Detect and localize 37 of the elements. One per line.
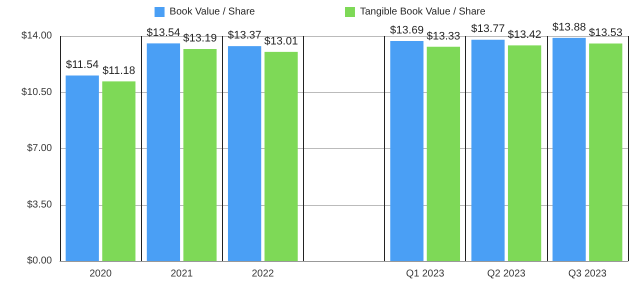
x-tick-label: Q3 2023: [568, 268, 608, 280]
y-tick-label: $14.00: [21, 30, 52, 42]
data-label: $11.18: [102, 64, 136, 77]
data-label: $13.33: [426, 30, 460, 42]
legend-label: Book Value / Share: [170, 6, 256, 18]
bar: [471, 40, 505, 261]
bar: [426, 46, 460, 261]
y-tick-label: $7.00: [26, 143, 52, 154]
x-tick-label: 2022: [252, 268, 274, 280]
data-label: $13.77: [471, 23, 505, 36]
data-label: $13.53: [588, 27, 623, 40]
bar: [508, 45, 542, 261]
x-tick-label: 2020: [89, 268, 112, 280]
bar: [102, 81, 136, 261]
data-label: $13.69: [390, 24, 424, 36]
bar: [552, 38, 586, 261]
y-tick-label: $3.50: [26, 199, 52, 210]
bar: [228, 46, 262, 261]
data-label: $13.54: [146, 26, 180, 39]
data-label: $13.19: [183, 32, 217, 45]
data-label: $13.01: [264, 35, 298, 48]
x-tick-label: Q2 2023: [487, 268, 526, 280]
data-label: $13.88: [552, 21, 586, 34]
bar: [146, 43, 180, 261]
bar: [66, 76, 99, 261]
data-label: $11.54: [66, 59, 99, 72]
data-label: $13.37: [228, 30, 262, 42]
x-tick-label: 2021: [170, 268, 194, 280]
bar: [264, 52, 298, 261]
y-tick-label: $10.50: [21, 86, 52, 98]
bar: [589, 44, 622, 261]
legend-label: Tangible Book Value / Share: [360, 6, 486, 18]
y-tick-label: $0.00: [26, 256, 52, 266]
bar: [390, 40, 424, 261]
x-tick-label: Q1 2023: [406, 268, 445, 280]
data-label: $13.42: [508, 28, 542, 41]
bar: [183, 49, 217, 261]
